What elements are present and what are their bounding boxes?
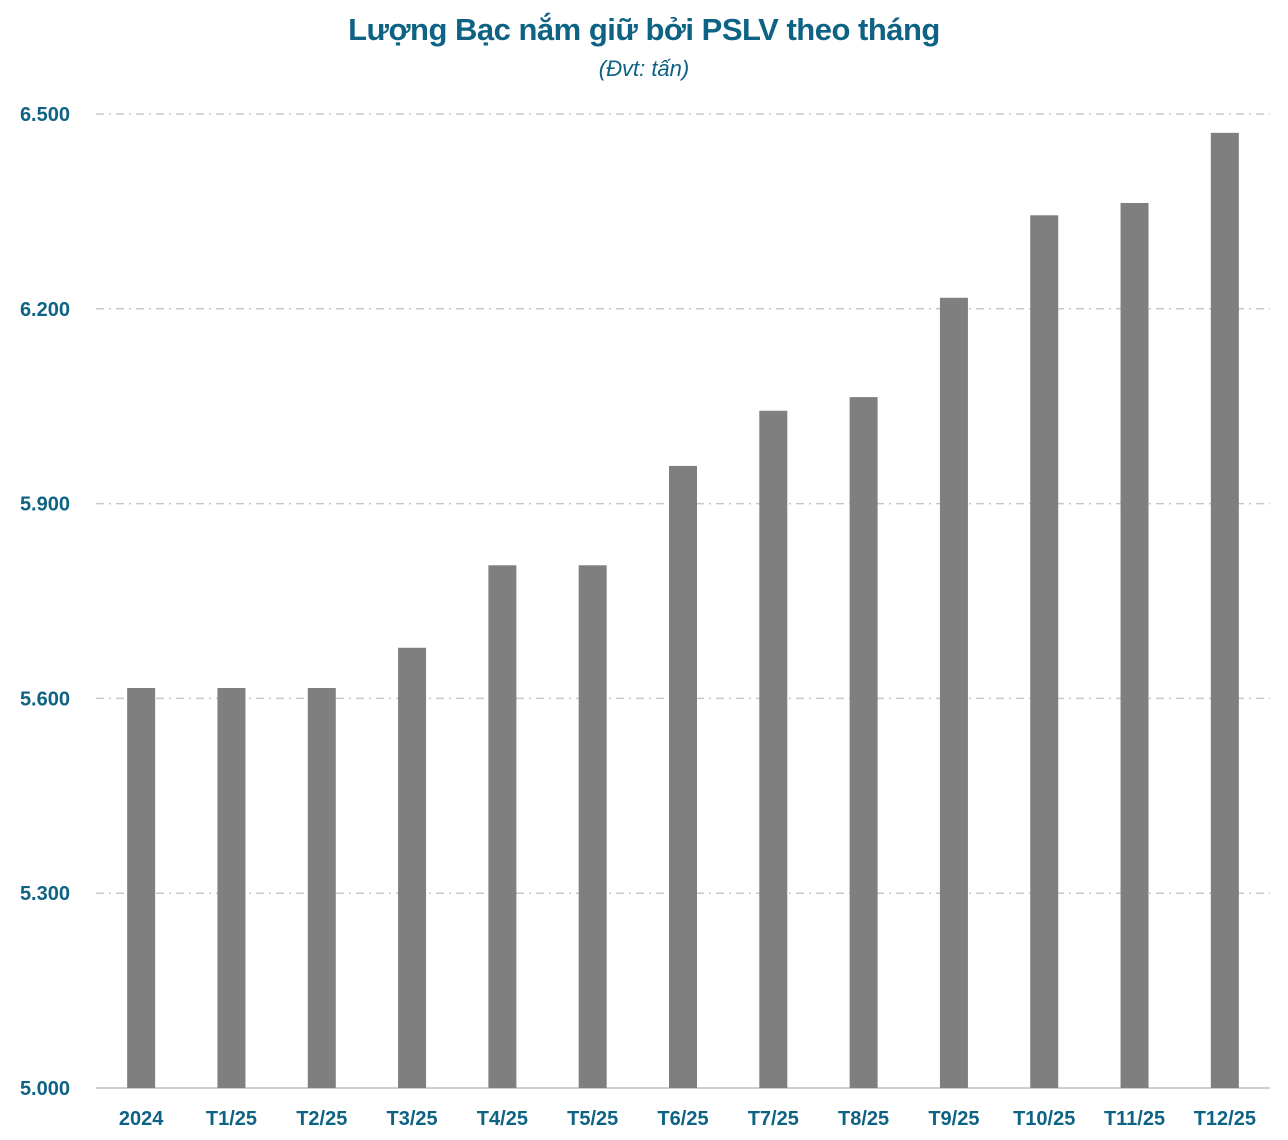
bar <box>759 410 788 1088</box>
bar <box>488 565 517 1088</box>
bar <box>669 465 697 1088</box>
x-tick-label: T4/25 <box>477 1108 528 1130</box>
bar <box>127 688 156 1088</box>
y-tick-label: 6.500 <box>20 104 70 126</box>
x-tick-label: T12/25 <box>1194 1108 1256 1130</box>
x-tick-label: T5/25 <box>567 1108 618 1130</box>
x-tick-label: T6/25 <box>657 1108 708 1130</box>
y-tick-label: 5.300 <box>20 883 70 905</box>
x-tick-label: T9/25 <box>928 1108 979 1130</box>
bar <box>939 297 968 1088</box>
y-tick-label: 5.000 <box>20 1078 70 1100</box>
bar <box>1030 215 1059 1088</box>
x-tick-label: T8/25 <box>838 1108 889 1130</box>
y-tick-label: 5.900 <box>20 494 70 516</box>
y-tick-label: 5.600 <box>20 688 70 710</box>
x-tick-label: T11/25 <box>1104 1108 1165 1130</box>
bar <box>1210 132 1239 1088</box>
bar <box>578 565 607 1088</box>
x-tick-label: T1/25 <box>206 1108 257 1130</box>
x-tick-label: T2/25 <box>296 1108 347 1130</box>
x-tick-label: T7/25 <box>748 1108 799 1130</box>
x-tick-label: T10/25 <box>1013 1108 1075 1130</box>
x-tick-label: T3/25 <box>386 1108 437 1130</box>
bar <box>307 688 336 1088</box>
bar <box>1120 202 1149 1088</box>
chart-subtitle: (Đvt: tấn) <box>598 56 690 81</box>
x-tick-label: 2024 <box>119 1108 164 1130</box>
bar <box>398 647 427 1088</box>
bar <box>849 397 878 1088</box>
chart-title: Lượng Bạc nắm giữ bởi PSLV theo tháng <box>348 12 940 47</box>
y-tick-label: 6.200 <box>20 299 70 321</box>
bar <box>217 688 246 1088</box>
